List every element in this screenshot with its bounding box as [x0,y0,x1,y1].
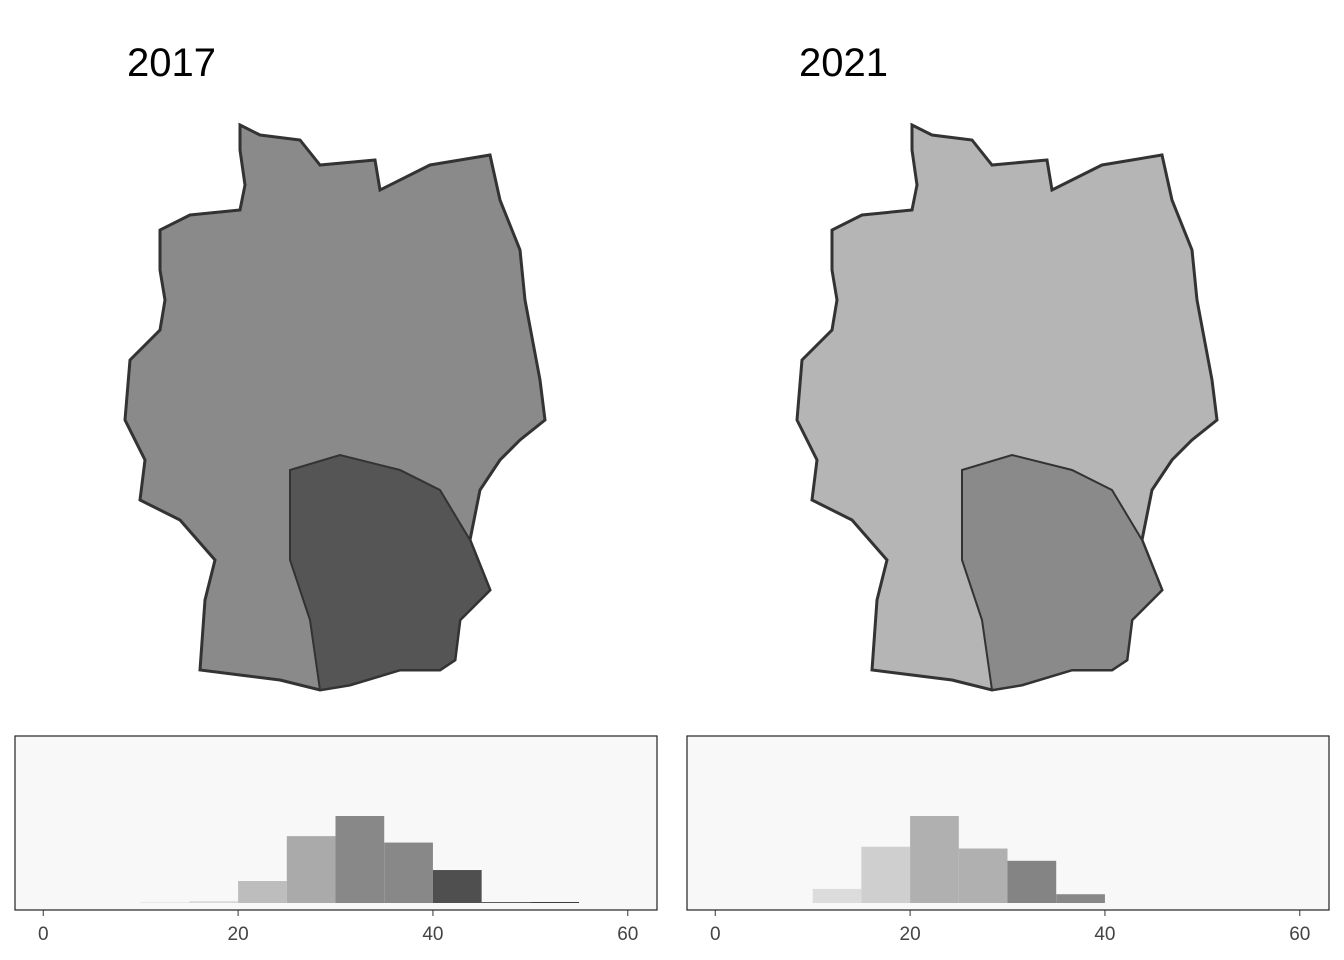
x-tick-label: 0 [710,924,721,945]
histogram-bar [384,842,433,903]
x-tick-label: 40 [1094,924,1115,945]
x-tick-label: 0 [38,924,49,945]
histogram-bar [286,836,336,903]
histogram-bar [910,816,959,903]
histogram-bar [530,902,580,903]
histogram-bar [1056,894,1105,903]
x-tick-label: 20 [900,924,921,945]
histogram-bar [1007,860,1057,903]
histogram-bar [432,870,482,903]
x-tick-label: 20 [228,924,249,945]
histogram-bar [861,846,911,903]
histogram-bar [189,901,239,903]
histogram-bar [238,881,287,903]
x-tick-label: 60 [617,924,638,945]
histogram-bar [481,902,531,903]
histogram-bar [335,816,385,903]
map-2021 [795,123,1219,692]
map-2017 [123,123,547,692]
x-tick-label: 60 [1289,924,1310,945]
x-tick-label: 40 [422,924,443,945]
histogram-bar [958,848,1008,903]
histogram-bar [140,902,190,903]
panel-title: 2017 [127,41,216,85]
histogram-bar [812,888,862,903]
panel-title: 2021 [799,41,888,85]
